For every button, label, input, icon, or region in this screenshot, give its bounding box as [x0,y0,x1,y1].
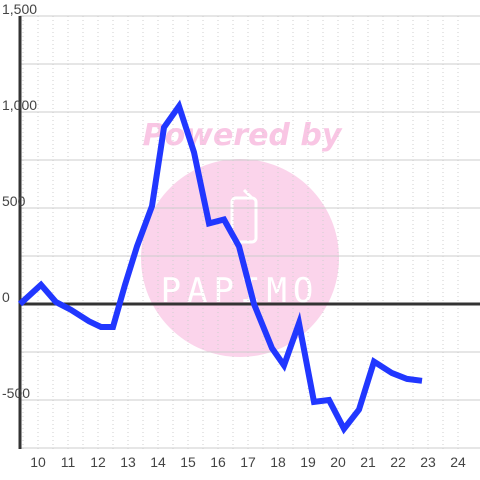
y-tick-label: -500 [2,385,30,401]
watermark: Powered by PAPIMO [141,118,343,357]
axes [18,16,480,449]
y-tick-label: 1,500 [2,1,37,17]
x-tick-label: 15 [180,454,196,470]
tick-labels: 1,500 1,000 500 0 -500 10 11 12 13 14 15 16 17 18 19 20… [2,1,466,470]
x-tick-label: 22 [390,454,406,470]
y-tick-label: 0 [2,289,10,305]
x-tick-label: 19 [300,454,316,470]
x-tick-label: 12 [90,454,106,470]
x-tick-label: 23 [420,454,436,470]
watermark-text: Powered by [143,118,343,153]
x-tick-label: 10 [30,454,46,470]
x-tick-label: 13 [120,454,136,470]
watermark-logo-icon [230,188,258,244]
x-tick-label: 20 [330,454,346,470]
x-tick-label: 18 [270,454,286,470]
series-line [17,99,423,435]
series-layer [17,99,423,435]
x-tick-label: 16 [210,454,226,470]
x-tick-label: 21 [360,454,376,470]
y-tick-label: 1,000 [2,97,37,113]
x-tick-label: 14 [150,454,166,470]
x-tick-label: 11 [61,454,76,470]
y-tick-label: 500 [2,193,26,209]
x-tick-label: 17 [240,454,256,470]
x-tick-label: 24 [450,454,466,470]
